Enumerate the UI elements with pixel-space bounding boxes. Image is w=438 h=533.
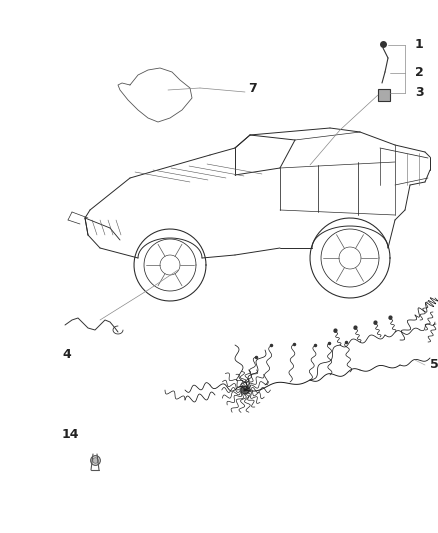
- Text: 4: 4: [62, 349, 71, 361]
- Text: 5: 5: [430, 359, 438, 372]
- Text: 1: 1: [415, 38, 424, 52]
- Text: 7: 7: [248, 82, 257, 94]
- Bar: [378, 89, 390, 101]
- Text: 14: 14: [62, 429, 80, 441]
- Text: 3: 3: [415, 86, 424, 100]
- Text: 2: 2: [415, 67, 424, 79]
